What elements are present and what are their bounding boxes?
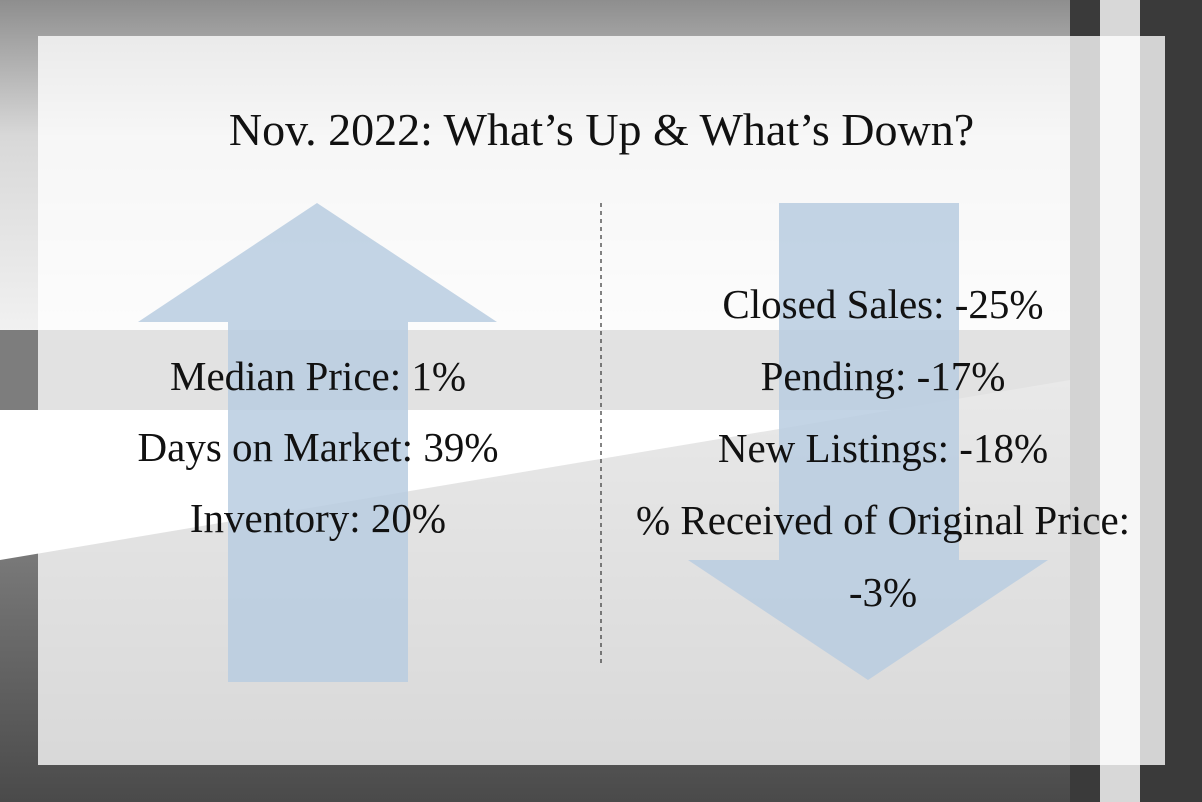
stat-item: Inventory: 20% xyxy=(189,495,447,541)
down-list: Closed Sales: -25% Pending: -17% New Listi… xyxy=(628,268,1138,628)
stat-item: % Received of Original Price: -3% xyxy=(635,497,1131,615)
stat-item: Pending: -17% xyxy=(760,353,1006,399)
stat-item: Median Price: 1% xyxy=(169,353,467,399)
stat-item: Closed Sales: -25% xyxy=(722,281,1044,327)
stat-item: Days on Market: 39% xyxy=(137,424,499,470)
up-list: Median Price: 1% Days on Market: 39% Inven… xyxy=(68,341,568,554)
stat-item: New Listings: -18% xyxy=(717,425,1049,471)
title: Nov. 2022: What’s Up & What’s Down? xyxy=(228,104,975,155)
down-arrow xyxy=(688,203,1048,680)
up-arrow xyxy=(138,203,497,682)
